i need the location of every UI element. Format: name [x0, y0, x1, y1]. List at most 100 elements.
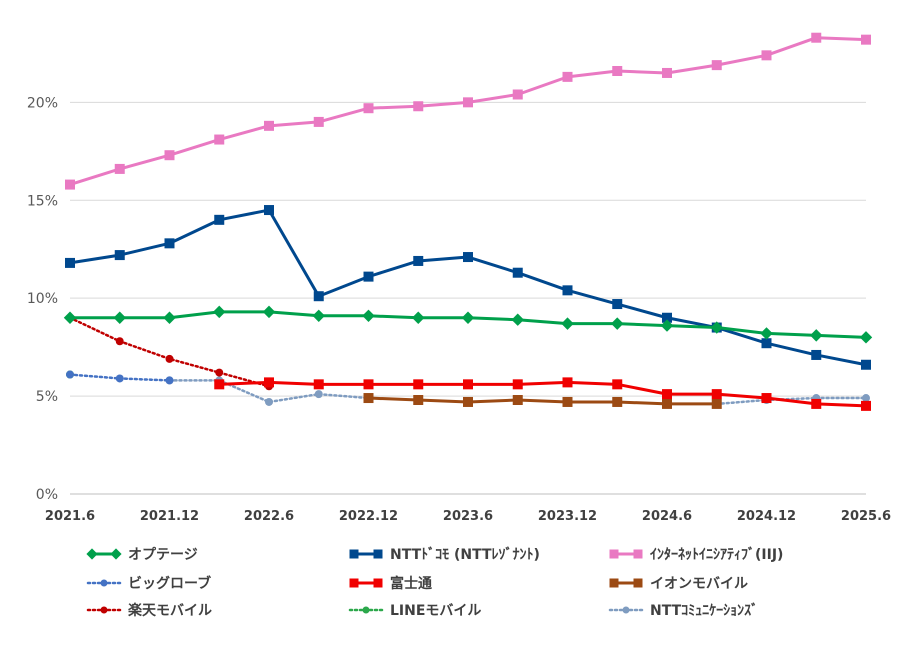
- data-point: [662, 398, 672, 409]
- x-tick-label: 2024.6: [642, 509, 692, 524]
- data-point: [215, 368, 224, 377]
- legend-label: ビッグローブ: [128, 575, 211, 592]
- data-point: [562, 396, 573, 407]
- data-point: [463, 252, 473, 263]
- legend-entry: LINEモバイル: [348, 603, 481, 619]
- x-tick-label: 2023.6: [443, 509, 493, 524]
- data-point: [463, 396, 473, 407]
- data-point: [811, 398, 822, 409]
- series-line: [69, 208, 867, 367]
- legend-marker: [349, 578, 359, 588]
- data-point: [313, 116, 324, 127]
- data-point: [711, 389, 722, 400]
- data-point: [362, 309, 375, 322]
- data-point: [115, 337, 124, 346]
- data-point: [265, 397, 273, 406]
- plot-area: [63, 32, 873, 411]
- data-point: [810, 329, 823, 342]
- data-point: [363, 393, 374, 404]
- gridlines: [70, 101, 866, 495]
- y-tick-label: 15%: [27, 193, 58, 209]
- legend-label: ｲﾝﾀｰﾈｯﾄｲﾆｼｱﾃｨﾌﾞ(IIJ): [650, 546, 783, 563]
- legend-entry: イオンモバイル: [609, 576, 748, 592]
- data-point: [662, 67, 672, 78]
- data-point: [413, 101, 424, 112]
- data-point: [66, 370, 74, 379]
- data-point: [413, 379, 424, 390]
- data-point: [463, 97, 473, 108]
- data-point: [65, 179, 75, 190]
- series-1: [63, 305, 873, 344]
- data-point: [612, 66, 623, 76]
- legend: オプテージ NTTﾄﾞｺﾓ (NTTﾚｿﾞﾅﾝﾄ) ｲﾝﾀｰﾈｯﾄｲﾆｼｱﾃｨﾌﾞ(…: [86, 546, 783, 619]
- data-point: [862, 394, 870, 403]
- legend-marker: [633, 549, 643, 559]
- data-point: [512, 379, 523, 390]
- legend-marker: [349, 549, 359, 559]
- legend-marker: [609, 578, 619, 588]
- data-point: [562, 285, 573, 296]
- data-point: [115, 374, 124, 383]
- data-point: [164, 150, 175, 161]
- series-line: [368, 396, 717, 406]
- data-point: [114, 250, 125, 261]
- x-tick-label: 2024.12: [737, 509, 796, 524]
- data-point: [114, 163, 125, 174]
- data-point: [761, 393, 772, 404]
- legend-marker: [110, 548, 122, 560]
- data-point: [662, 312, 672, 323]
- legend-entry: 楽天モバイル: [86, 602, 212, 619]
- x-tick-label: 2022.12: [339, 509, 398, 524]
- data-point: [711, 398, 722, 409]
- x-axis: 2021.6 2021.12 2022.6 2022.12 2023.6 2023.12 2…: [45, 509, 891, 524]
- data-point: [561, 317, 574, 330]
- legend-marker: [100, 579, 108, 587]
- data-point: [612, 396, 623, 407]
- x-tick-label: 2025.6: [841, 509, 891, 524]
- legend-entry: NTTｺﾐｭﾆｹｰｼｮﾝｽﾞ: [608, 602, 758, 619]
- y-tick-label: 20%: [27, 95, 58, 111]
- data-point: [413, 395, 424, 405]
- data-point: [463, 379, 473, 390]
- x-tick-label: 2021.6: [45, 509, 95, 524]
- y-tick-label: 5%: [36, 389, 58, 405]
- data-point: [412, 311, 425, 324]
- data-point: [512, 267, 523, 278]
- legend-entry: ビッグローブ: [86, 575, 211, 592]
- series-6: [363, 393, 722, 409]
- series-4: [66, 370, 174, 385]
- data-point: [512, 89, 523, 100]
- data-point: [761, 338, 772, 349]
- y-tick-label: 10%: [27, 291, 58, 307]
- data-point: [264, 120, 274, 131]
- data-point: [164, 238, 175, 249]
- data-point: [413, 255, 424, 266]
- data-point: [63, 311, 77, 324]
- legend-marker: [633, 578, 643, 588]
- data-point: [363, 271, 374, 282]
- data-point: [214, 134, 225, 145]
- legend-marker: [86, 548, 98, 560]
- legend-marker: [373, 549, 383, 559]
- legend-entry: NTTﾄﾞｺﾓ (NTTﾚｿﾞﾅﾝﾄ): [349, 546, 540, 563]
- data-point: [711, 60, 722, 71]
- data-point: [562, 377, 573, 388]
- legend-label: NTTﾄﾞｺﾓ (NTTﾚｿﾞﾅﾝﾄ): [390, 546, 540, 563]
- data-point: [461, 311, 475, 324]
- data-point: [363, 379, 374, 390]
- data-point: [165, 354, 174, 363]
- data-point: [562, 71, 573, 82]
- data-point: [710, 321, 723, 334]
- series-line: [219, 380, 867, 408]
- y-tick-label: 0%: [36, 487, 58, 503]
- legend-label: 富士通: [390, 575, 432, 592]
- data-point: [811, 32, 822, 43]
- legend-marker: [609, 549, 619, 559]
- legend-marker: [362, 606, 370, 614]
- data-point: [163, 311, 176, 324]
- data-point: [611, 317, 624, 330]
- data-point: [313, 379, 324, 390]
- data-point: [861, 400, 871, 411]
- data-point: [313, 291, 324, 302]
